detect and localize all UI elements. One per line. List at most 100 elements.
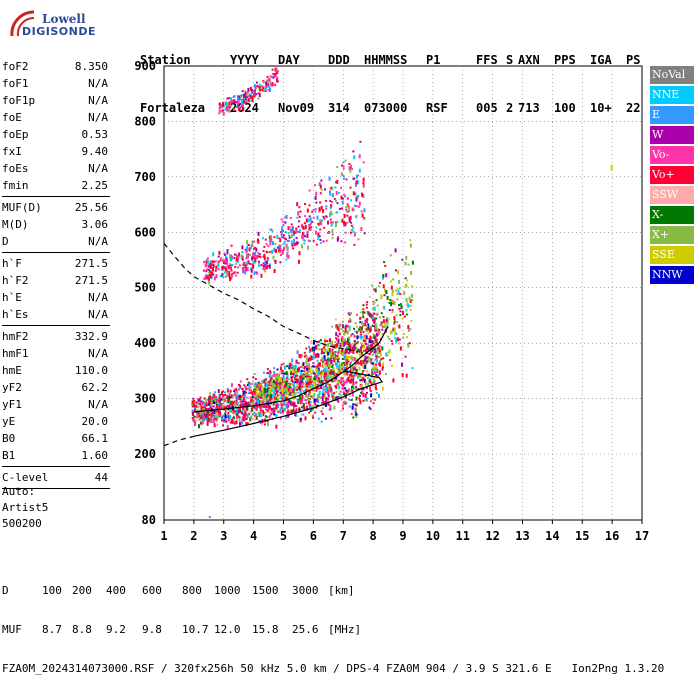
echo-point	[348, 379, 351, 382]
echo-point	[294, 374, 297, 379]
echo-point	[222, 394, 225, 399]
echo-point	[301, 382, 304, 385]
echo-point	[259, 413, 262, 418]
echo-point	[318, 340, 321, 343]
echo-point	[208, 516, 211, 518]
echo-point	[293, 231, 296, 234]
echo-point	[312, 408, 314, 411]
echo-point	[276, 234, 279, 239]
echo-point	[311, 389, 314, 392]
echo-point	[277, 237, 280, 240]
echo-point	[329, 338, 331, 343]
echo-point	[230, 97, 232, 100]
echo-point	[216, 402, 219, 404]
echo-point	[265, 378, 268, 381]
echo-point	[263, 379, 266, 384]
header-value-8: 713	[518, 101, 540, 115]
echo-point	[241, 100, 244, 104]
echo-point	[316, 368, 319, 373]
echo-point	[379, 352, 382, 357]
echo-point	[313, 348, 316, 351]
x-tick-label: 13	[515, 529, 529, 543]
echo-point	[247, 87, 250, 92]
echo-point	[215, 412, 218, 415]
echo-point	[315, 230, 317, 235]
echo-point	[262, 250, 265, 253]
echo-point	[312, 362, 315, 365]
echo-point	[224, 266, 227, 268]
echo-point	[297, 362, 300, 365]
echo-point	[214, 391, 217, 394]
echo-point	[352, 416, 355, 419]
header-value-6: 005	[476, 101, 498, 115]
echo-point	[323, 226, 326, 229]
echo-point	[324, 379, 327, 382]
echo-point	[382, 362, 385, 367]
echo-point	[236, 413, 239, 416]
echo-point	[282, 236, 284, 239]
echo-point	[251, 240, 254, 245]
echo-point	[355, 385, 358, 390]
echo-point	[274, 73, 277, 77]
echo-point	[374, 312, 377, 315]
echo-point	[298, 386, 300, 389]
echo-point	[334, 341, 337, 344]
echo-point	[341, 358, 344, 360]
echo-point	[266, 75, 269, 78]
echo-point	[236, 94, 239, 97]
echo-point	[244, 409, 247, 414]
echo-point	[314, 195, 317, 200]
echo-point	[264, 393, 266, 398]
echo-point	[280, 253, 283, 256]
echo-point	[269, 399, 272, 402]
echo-point	[374, 358, 377, 361]
echo-point	[360, 346, 363, 349]
echo-point	[292, 366, 295, 369]
echo-point	[277, 378, 280, 381]
echo-point	[230, 394, 233, 399]
param-row-fxi: fxI 9.40	[0, 143, 112, 160]
echo-point	[353, 177, 356, 180]
echo-point	[304, 399, 307, 402]
param-row-yf1: yF1 N/A	[0, 396, 112, 413]
echo-point	[271, 389, 274, 392]
echo-point	[353, 348, 356, 351]
echo-point	[300, 388, 303, 391]
echo-point	[339, 390, 342, 393]
echo-point	[269, 88, 271, 92]
echo-point	[212, 419, 215, 424]
echo-point	[335, 211, 338, 214]
echo-point	[241, 416, 244, 421]
echo-point	[287, 415, 290, 418]
echo-point	[329, 408, 332, 411]
echo-point	[239, 384, 242, 387]
echo-point	[380, 294, 383, 299]
echo-point	[372, 376, 375, 381]
echo-point	[299, 210, 302, 213]
echo-point	[349, 215, 352, 220]
echo-point	[343, 381, 346, 386]
echo-point	[253, 383, 256, 386]
echo-point	[335, 339, 338, 341]
echo-point	[250, 267, 253, 269]
echo-point	[359, 394, 361, 397]
echo-point	[340, 186, 342, 189]
echo-point	[253, 403, 256, 406]
echo-point	[322, 379, 325, 382]
echo-point	[263, 412, 266, 415]
echo-point	[346, 391, 349, 393]
echo-point	[300, 374, 303, 376]
echo-point	[314, 184, 316, 187]
echo-point	[292, 405, 295, 410]
header-value-5: RSF	[426, 101, 448, 115]
echo-point	[320, 375, 323, 379]
echo-point	[244, 248, 247, 251]
echo-point	[353, 387, 356, 390]
echo-point	[288, 393, 291, 396]
echo-point	[251, 257, 254, 260]
echo-point	[353, 356, 356, 361]
row1-value: 600	[142, 584, 162, 597]
echo-point	[240, 94, 243, 96]
echo-point	[276, 76, 279, 79]
echo-point	[355, 351, 358, 354]
